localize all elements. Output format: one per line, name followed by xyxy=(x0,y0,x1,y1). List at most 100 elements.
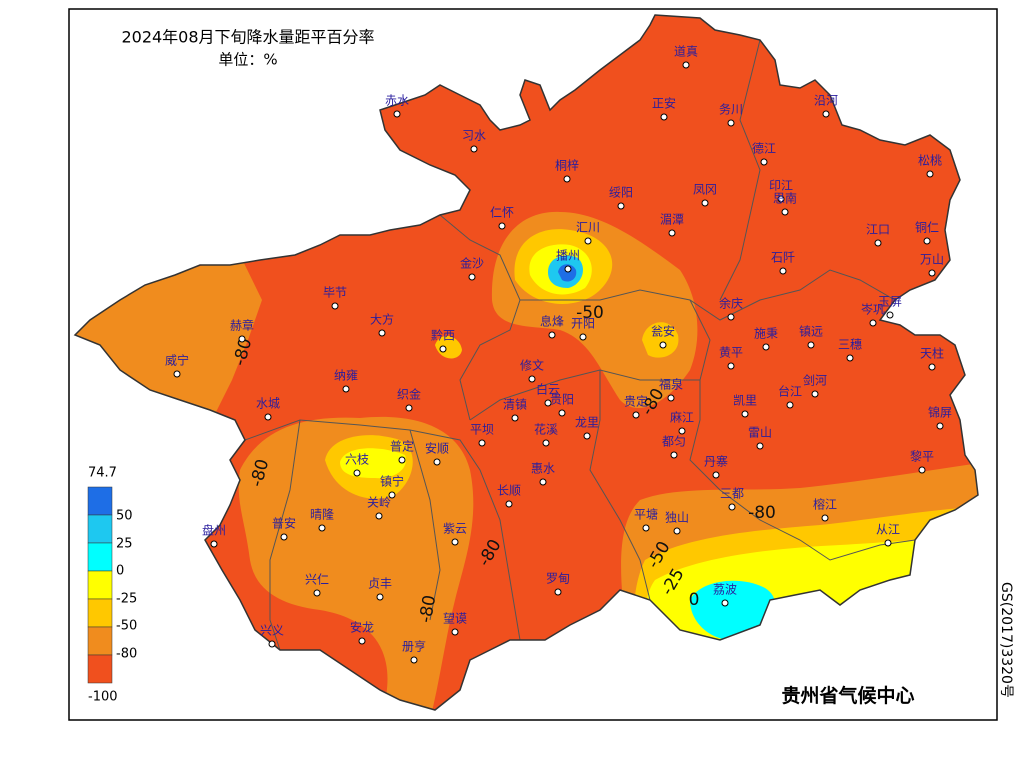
station-dot xyxy=(353,469,361,477)
station-dot xyxy=(660,113,668,121)
station-name: 瓮安 xyxy=(651,324,675,339)
station-dot xyxy=(741,410,749,418)
station-dot xyxy=(659,341,667,349)
station-dot xyxy=(936,422,944,430)
station-dot xyxy=(811,390,819,398)
station-name: 罗甸 xyxy=(546,572,570,586)
station-dot xyxy=(280,533,288,541)
station-name: 息烽 xyxy=(540,314,564,329)
station-name: 岑巩 xyxy=(861,303,885,317)
station-name: 铜仁 xyxy=(915,220,939,235)
station-dot xyxy=(451,538,459,546)
station-dot xyxy=(617,202,625,210)
station-dot xyxy=(821,514,829,522)
station-name: 赤水 xyxy=(385,94,409,108)
station-dot xyxy=(781,208,789,216)
station-name: 德江 xyxy=(752,141,776,156)
station-dot xyxy=(331,302,339,310)
station-name: 三都 xyxy=(720,487,744,501)
station-dot xyxy=(822,110,830,118)
station-name: 凤冈 xyxy=(693,183,717,197)
station-name: 贵定 xyxy=(624,394,648,409)
station-name: 江口 xyxy=(866,223,890,237)
station-dot xyxy=(505,500,513,508)
station-dot xyxy=(721,599,729,607)
station-dot xyxy=(779,267,787,275)
station-name: 纳雍 xyxy=(334,368,358,383)
station-name: 天柱 xyxy=(920,346,944,361)
footer: 贵州省气候中心 xyxy=(781,684,914,707)
station-name: 龙里 xyxy=(575,416,599,430)
station-name: 开阳 xyxy=(571,317,595,331)
legend-label: 74.7 xyxy=(88,466,117,481)
station-name: 习水 xyxy=(462,129,486,143)
station-name: 正安 xyxy=(652,96,676,111)
station-name: 平坝 xyxy=(470,423,494,437)
legend-swatch xyxy=(87,598,113,628)
station-dot xyxy=(667,394,675,402)
station-name: 桐梓 xyxy=(555,158,579,173)
station-name: 花溪 xyxy=(534,422,558,437)
station-dot xyxy=(728,503,736,511)
station-name: 安顺 xyxy=(425,441,449,456)
station-dot xyxy=(642,524,650,532)
station-name: 赫章 xyxy=(230,318,254,333)
station-name: 贵阳 xyxy=(550,393,574,407)
legend-label: 50 xyxy=(116,509,133,524)
station-name: 施秉 xyxy=(754,327,778,341)
station-name: 毕节 xyxy=(323,286,347,300)
station-name: 务川 xyxy=(719,102,743,117)
station-name: 湄潭 xyxy=(660,213,684,227)
map-number: GS(2017)3320号 xyxy=(998,582,1014,698)
station-name: 紫云 xyxy=(443,522,467,536)
station-dot xyxy=(398,456,406,464)
station-name: 普安 xyxy=(272,516,296,531)
region-borders xyxy=(244,39,916,651)
station-dot xyxy=(511,414,519,422)
station-name: 从江 xyxy=(876,523,900,537)
station-dot xyxy=(923,237,931,245)
station-dot xyxy=(928,269,936,277)
station-name: 三穗 xyxy=(838,338,862,352)
station-dot xyxy=(268,640,276,648)
legend-swatch xyxy=(87,542,113,572)
station-dot xyxy=(542,439,550,447)
station-name: 威宁 xyxy=(165,353,189,368)
station-dot xyxy=(846,354,854,362)
station-dot xyxy=(760,158,768,166)
station-name: 榕江 xyxy=(813,497,837,512)
station-dot xyxy=(886,311,894,319)
station-name: 长顺 xyxy=(497,484,521,498)
station-name: 望谟 xyxy=(443,612,467,626)
station-name: 荔波 xyxy=(713,583,737,597)
station-dot xyxy=(632,411,640,419)
station-dot xyxy=(926,170,934,178)
station-name: 兴仁 xyxy=(305,573,329,587)
station-dot xyxy=(210,540,218,548)
station-dot xyxy=(393,110,401,118)
station-dot xyxy=(342,385,350,393)
station-name: 丹寨 xyxy=(704,454,728,469)
legend-swatch xyxy=(87,514,113,544)
station-dot xyxy=(762,343,770,351)
station-name: 大方 xyxy=(370,312,394,327)
station-dot xyxy=(678,427,686,435)
station-name: 锦屏 xyxy=(928,406,952,420)
station-dot xyxy=(375,512,383,520)
station-dot xyxy=(468,273,476,281)
station-dot xyxy=(777,195,785,203)
legend-swatch xyxy=(87,626,113,656)
station-name: 余庆 xyxy=(719,296,743,311)
station-dot xyxy=(544,399,552,407)
station-name: 黄平 xyxy=(719,346,743,360)
title: 2024年08月下旬降水量距平百分率 xyxy=(121,28,374,47)
station-dot xyxy=(548,331,556,339)
station-dot xyxy=(712,471,720,479)
station-name: 六枝 xyxy=(345,452,369,467)
station-name: 盘州 xyxy=(202,523,226,538)
station-name: 平塘 xyxy=(634,507,658,522)
station-name: 黔西 xyxy=(431,328,455,343)
station-name: 福泉 xyxy=(659,377,683,392)
station-name: 镇远 xyxy=(799,325,823,339)
